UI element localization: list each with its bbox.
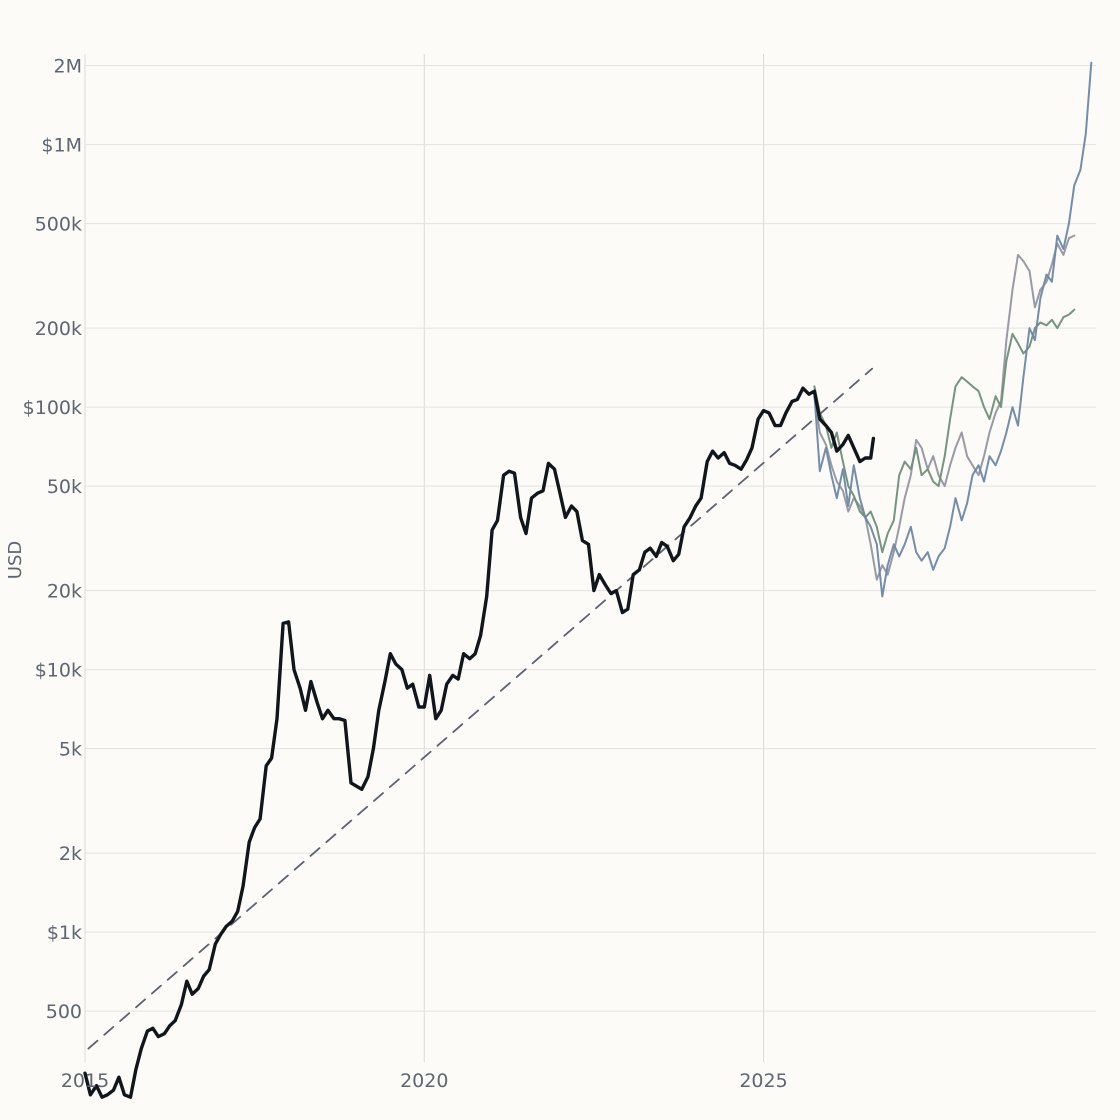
- y-gridlines: [85, 65, 1096, 1012]
- y-tick-label: $10k: [35, 660, 82, 682]
- trend-line: [87, 367, 873, 1050]
- y-tick-label: 200k: [35, 318, 82, 340]
- y-tick-label: $1k: [47, 922, 82, 944]
- projection-green-line: [813, 308, 1076, 554]
- y-tick-label: 20k: [47, 581, 82, 603]
- x-tick-labels: 2015 2020 2025: [61, 1070, 788, 1092]
- x-tick-label: 2025: [739, 1070, 787, 1092]
- y-tick-label: 2M: [54, 56, 82, 78]
- projection-blue-line: [813, 61, 1093, 598]
- y-tick-label: 500: [46, 1001, 82, 1023]
- y-tick-label: 50k: [47, 476, 82, 498]
- projection-gray-line: [813, 234, 1076, 581]
- y-axis-title: USD: [5, 541, 26, 579]
- x-tick-label: 2020: [400, 1070, 448, 1092]
- y-tick-label: $1M: [41, 135, 82, 157]
- y-tick-label: 2k: [59, 843, 82, 865]
- x-tick-label: 2015: [61, 1070, 109, 1092]
- series-layer: [83, 61, 1093, 1099]
- y-tick-labels: 500 $1k 2k 5k $10k 20k 50k $100k 200k 500k $1M 2M: [23, 56, 82, 1024]
- y-tick-label: $100k: [23, 397, 82, 419]
- history-line: [83, 386, 876, 1099]
- y-tick-label: 5k: [59, 739, 82, 761]
- y-tick-label: 500k: [35, 214, 82, 236]
- x-gridlines: [84, 54, 765, 1062]
